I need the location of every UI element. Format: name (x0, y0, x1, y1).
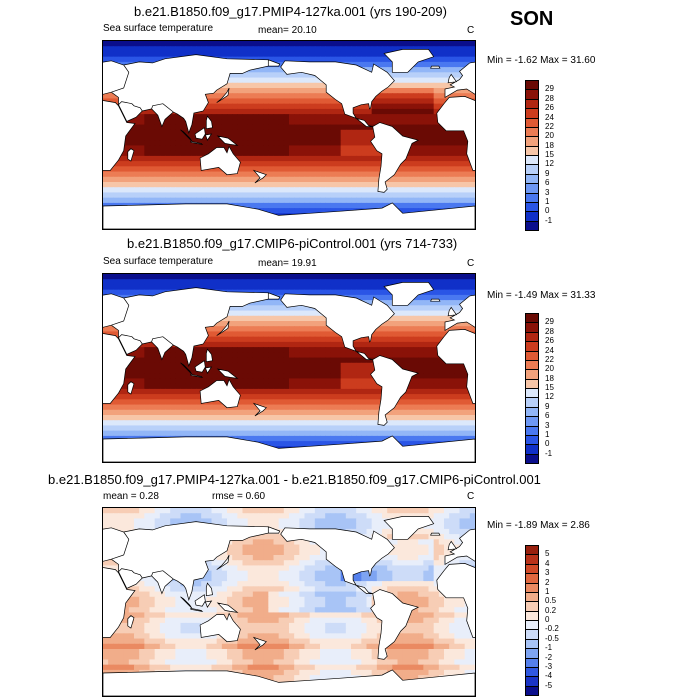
panel2-max-value: 31.33 (570, 290, 596, 301)
panel1-mean-label: mean= (258, 25, 289, 36)
colorbar-tick-label: -3 (545, 661, 553, 671)
panel3-units: C (467, 491, 475, 502)
panel2-colorbar: 29 28 26 24 22 20 18 15 12 9 6 3 1 0 -1 (525, 313, 565, 464)
colorbar-tick-label: 18 (545, 373, 554, 383)
panel1-map (102, 40, 476, 230)
panel3-title: b.e21.B1850.f09_g17.PMIP4-127ka.001 - b.… (48, 472, 541, 487)
colorbar-tick-label: -4 (545, 671, 553, 681)
colorbar-tick-label: 4 (545, 558, 550, 568)
colorbar-tick-label: -5 (545, 680, 553, 690)
panel1-mean-value: 20.10 (291, 25, 317, 36)
colorbar-swatch (525, 453, 539, 464)
colorbar-tick-label: 20 (545, 131, 554, 141)
colorbar-swatch (525, 220, 539, 231)
continents (103, 49, 475, 229)
colorbar-tick-label: 3 (545, 187, 550, 197)
colorbar-tick-label: 22 (545, 121, 554, 131)
colorbar-tick-label: 26 (545, 103, 554, 113)
colorbar-tick-label: 24 (545, 112, 554, 122)
panel3-map (102, 507, 476, 697)
colorbar-tick-label: -1 (545, 448, 553, 458)
panel1-max-label: Max = (540, 55, 568, 66)
panel3-min-value: -1.89 (514, 520, 538, 531)
colorbar-tick-label: 22 (545, 354, 554, 364)
colorbar-tick-label: 1 (545, 429, 550, 439)
colorbar-tick-label: 0.2 (545, 605, 557, 615)
panel1-units: C (467, 25, 475, 36)
colorbar-tick-label: 15 (545, 150, 554, 159)
panel2-minmax: Min = -1.49 Max = 31.33 (487, 290, 595, 301)
colorbar-tick-label: 15 (545, 383, 554, 392)
panel3-mean: mean = 0.28 (103, 491, 159, 502)
colorbar-tick-label: 28 (545, 93, 554, 103)
panel2-variable: Sea surface temperature (103, 256, 214, 267)
continents (103, 282, 475, 462)
colorbar-tick-label: -0.2 (545, 624, 559, 634)
panel3-colorbar: 5 4 3 2 1 0.5 0.2 0 -0.2 -0.5 -1 -2 -3 -4 -5 (525, 545, 565, 696)
colorbar-tick-label: 26 (545, 336, 554, 346)
panel2-min-value: -1.49 (514, 290, 538, 301)
colorbar-tick-label: 24 (545, 345, 554, 355)
panel1-title: b.e21.B1850.f09_g17.PMIP4-127ka.001 (yrs… (134, 4, 447, 19)
colorbar-tick-label: 9 (545, 401, 550, 411)
panel3-max-label: Max = (540, 520, 568, 531)
panel1-variable: Sea surface temperature (103, 23, 214, 34)
panel3-min-label: Min = (487, 520, 512, 531)
panel2-map (102, 273, 476, 463)
colorbar-tick-label: 3 (545, 420, 550, 430)
panel2-title: b.e21.B1850.f09_g17.CMIP6-piControl.001 … (127, 236, 458, 251)
colorbar-tick-label: 12 (545, 392, 554, 402)
colorbar-tick-label: 0 (545, 615, 550, 624)
panel3-rmse: rmse = 0.60 (212, 491, 265, 502)
colorbar-tick-label: 2 (545, 577, 550, 587)
colorbar-tick-label: 0 (545, 206, 550, 216)
panel1-max-value: 31.60 (570, 55, 596, 66)
continents (103, 516, 475, 696)
colorbar-tick-label: 29 (545, 317, 554, 327)
colorbar-tick-label: 3 (545, 568, 550, 578)
panel2-mean-label: mean= (258, 258, 289, 269)
colorbar-tick-label: 28 (545, 326, 554, 336)
colorbar-tick-label: 5 (545, 549, 550, 559)
colorbar-tick-label: 20 (545, 364, 554, 374)
colorbar-tick-label: 18 (545, 140, 554, 150)
panel3-minmax: Min = -1.89 Max = 2.86 (487, 520, 590, 531)
panel1-minmax: Min = -1.62 Max = 31.60 (487, 55, 595, 66)
colorbar-tick-label: 6 (545, 411, 550, 421)
panel2-units: C (467, 258, 475, 269)
colorbar-tick-label: -0.5 (545, 633, 559, 643)
colorbar-tick-label: 29 (545, 84, 554, 94)
panel3-rmse-value: 0.60 (245, 491, 266, 502)
colorbar-tick-label: 6 (545, 178, 550, 188)
panel2-mean: mean= 19.91 (258, 258, 317, 269)
colorbar-tick-label: -1 (545, 643, 553, 653)
colorbar-tick-label: 12 (545, 159, 554, 169)
colorbar-swatch (525, 685, 539, 696)
colorbar-tick-label: 1 (545, 196, 550, 206)
panel1-colorbar: 29 28 26 24 22 20 18 15 12 9 6 3 1 0 -1 (525, 80, 565, 231)
panel1-min-label: Min = (487, 55, 512, 66)
colorbar-tick-label: 9 (545, 168, 550, 178)
panel3-max-value: 2.86 (570, 520, 590, 531)
panel1-mean: mean= 20.10 (258, 25, 317, 36)
panel3-rmse-label: rmse = (212, 491, 243, 502)
colorbar-tick-label: -2 (545, 652, 553, 662)
colorbar-tick-label: 1 (545, 586, 550, 596)
panel1-min-value: -1.62 (514, 55, 538, 66)
colorbar-tick-label: -1 (545, 215, 553, 225)
panel3-mean-label: mean = (103, 491, 137, 502)
panel3-mean-value: 0.28 (139, 491, 159, 502)
panel2-mean-value: 19.91 (291, 258, 317, 269)
panel2-min-label: Min = (487, 290, 512, 301)
season-label: SON (510, 8, 554, 30)
colorbar-tick-label: 0 (545, 439, 550, 449)
panel2-max-label: Max = (540, 290, 568, 301)
colorbar-tick-label: 0.5 (545, 596, 557, 606)
